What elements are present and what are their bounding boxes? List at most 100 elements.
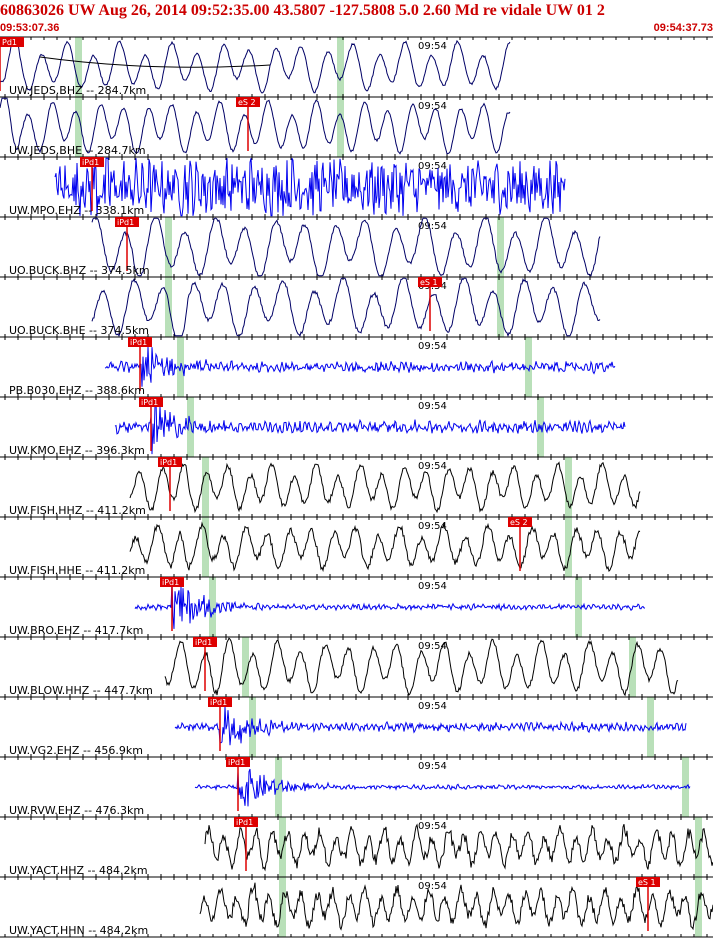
event-header: 60863026 UW Aug 26, 2014 09:52:35.00 43.… xyxy=(0,2,605,19)
pick-label: iPd1 xyxy=(236,818,253,827)
station-label: UW.RVW.EHZ -- 476.3km xyxy=(9,804,144,817)
pick-label: eS 1 xyxy=(420,278,438,287)
pick-flag[interactable] xyxy=(636,877,660,887)
pick-flag[interactable] xyxy=(160,577,184,587)
time-label: 09:54 xyxy=(418,821,447,832)
phase-marker xyxy=(202,517,209,577)
waveform-trace[interactable] xyxy=(129,521,641,573)
waveform-trace[interactable] xyxy=(204,823,713,872)
pick-flag[interactable] xyxy=(0,37,24,47)
station-label: UW.BRO.EHZ -- 417.7km xyxy=(9,624,143,637)
time-label: 09:54 xyxy=(418,161,447,172)
station-label: UW.FISH.HHZ -- 411.2km xyxy=(9,504,146,517)
phase-marker xyxy=(165,217,172,277)
station-label: UW.BLOW.HHZ -- 447.7km xyxy=(9,684,153,697)
pick-flag[interactable] xyxy=(508,517,532,527)
time-label: 09:54 xyxy=(418,521,447,532)
time-label: 09:54 xyxy=(418,881,447,892)
pick-flag[interactable] xyxy=(115,217,139,227)
phase-marker xyxy=(575,577,582,637)
pick-label: iPd1 xyxy=(82,158,99,167)
time-label: 09:54 xyxy=(418,641,447,652)
pick-label: iPd1 xyxy=(130,338,147,347)
waveform-trace[interactable] xyxy=(0,97,511,155)
phase-marker xyxy=(202,457,209,517)
pick-flag[interactable] xyxy=(418,277,442,287)
phase-marker xyxy=(497,217,504,277)
station-label: UW.MPO.EHZ -- 338.1km xyxy=(9,204,144,217)
pick-label: eS 2 xyxy=(238,98,256,107)
waveform-trace[interactable] xyxy=(91,277,601,338)
pick-flag[interactable] xyxy=(234,817,258,827)
pick-label: Pd1 xyxy=(2,38,17,47)
station-label: UW.FISH.HHE -- 411.2km xyxy=(9,564,145,577)
phase-marker xyxy=(75,37,82,97)
window-end-time: 09:54:37.73 xyxy=(653,22,713,34)
pick-label: iPd1 xyxy=(210,698,227,707)
pick-label: iPd1 xyxy=(162,578,179,587)
time-label: 09:54 xyxy=(418,401,447,412)
pick-flag[interactable] xyxy=(139,397,163,407)
station-label: UW.YACT.HHZ -- 484.2km xyxy=(9,864,148,877)
time-label: 09:54 xyxy=(418,701,447,712)
pick-label: iPd1 xyxy=(117,218,134,227)
pick-flag[interactable] xyxy=(80,157,104,167)
time-label: 09:54 xyxy=(418,461,447,472)
pick-flag[interactable] xyxy=(158,457,182,467)
station-label: UW.JEDS.BHE -- 284.7km xyxy=(9,144,146,157)
time-label: 09:54 xyxy=(418,581,447,592)
time-label: 09:54 xyxy=(418,101,447,112)
phase-marker xyxy=(279,817,286,877)
waveform-trace[interactable] xyxy=(199,882,713,931)
station-label: PB.B030.EHZ -- 388.6km xyxy=(9,384,145,397)
waveform-trace[interactable] xyxy=(164,637,679,697)
waveform-trace[interactable] xyxy=(129,461,641,514)
phase-marker xyxy=(695,817,702,877)
waveform-trace[interactable] xyxy=(194,768,691,807)
pick-flag[interactable] xyxy=(128,337,152,347)
phase-marker xyxy=(242,637,249,697)
phase-marker xyxy=(187,397,194,457)
station-label: UO.BUCK.BHE -- 374.5km xyxy=(9,324,149,337)
phase-marker xyxy=(75,97,82,157)
waveform-trace[interactable] xyxy=(0,37,511,94)
phase-marker xyxy=(525,337,532,397)
pick-label: iPd1 xyxy=(141,398,158,407)
waveform-trace[interactable] xyxy=(104,346,616,387)
waveform-trace[interactable] xyxy=(91,217,601,277)
station-label: UW.KMO.EHZ -- 396.3km xyxy=(9,444,145,457)
overlay-curve xyxy=(39,56,271,68)
station-label: UW.VG2.EHZ -- 456.9km xyxy=(9,744,143,757)
pick-flag[interactable] xyxy=(236,97,260,107)
pick-label: eS 1 xyxy=(638,878,656,887)
pick-flag[interactable] xyxy=(193,637,217,647)
phase-marker xyxy=(337,37,344,97)
window-start-time: 09:53:07.36 xyxy=(0,22,60,34)
waveform-trace[interactable] xyxy=(114,400,626,455)
phase-marker xyxy=(695,877,702,937)
phase-marker xyxy=(337,97,344,157)
station-label: UO.BUCK.BHZ -- 374.5km xyxy=(9,264,150,277)
phase-marker xyxy=(629,637,636,697)
phase-marker xyxy=(565,457,572,517)
pick-label: iPd1 xyxy=(228,758,245,767)
time-label: 09:54 xyxy=(418,41,447,52)
time-label: 09:54 xyxy=(418,341,447,352)
pick-label: iPd1 xyxy=(160,458,177,467)
phase-marker xyxy=(209,577,216,637)
pick-label: iPd1 xyxy=(195,638,212,647)
pick-flag[interactable] xyxy=(208,697,232,707)
waveform-trace[interactable] xyxy=(174,706,687,746)
station-label: UW.JEDS.BHZ -- 284.7km xyxy=(9,84,146,97)
phase-marker xyxy=(279,877,286,937)
phase-marker xyxy=(165,277,172,337)
phase-marker xyxy=(497,277,504,337)
pick-flag[interactable] xyxy=(226,757,250,767)
time-label: 09:54 xyxy=(418,221,447,232)
station-label: UW.YACT.HHN -- 484.2km xyxy=(9,924,148,937)
waveform-trace[interactable] xyxy=(54,157,566,217)
phase-marker xyxy=(565,517,572,577)
waveform-trace[interactable] xyxy=(134,581,646,629)
pick-label: eS 2 xyxy=(510,518,528,527)
